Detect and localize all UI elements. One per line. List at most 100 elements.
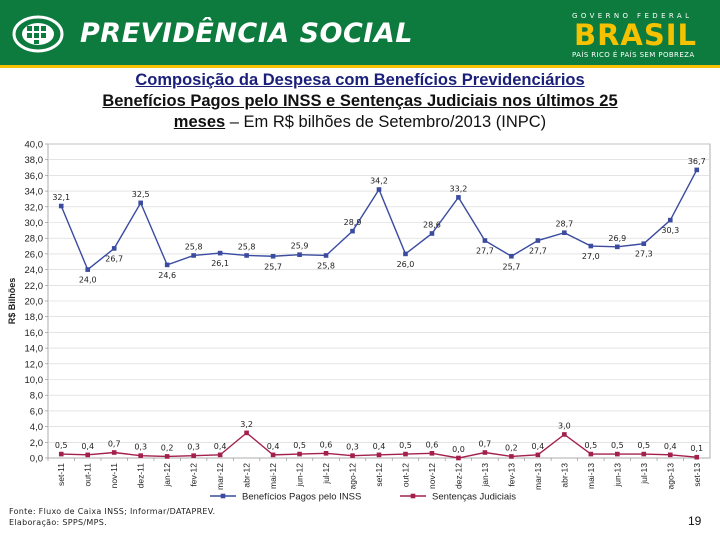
y-tick-label: 14,0 [25,344,44,355]
point-sentencas [429,450,435,456]
y-tick-label: 8,0 [30,391,43,402]
point-sentencas [403,451,408,457]
y-tick-label: 22,0 [25,281,44,292]
point-inss [456,195,461,200]
point-sentencas [244,430,249,436]
y-tick-label: 6,0 [30,406,43,417]
point-inss [164,262,170,268]
point-sentencas [297,451,302,457]
point-inss [191,253,196,258]
x-tick-label: out-12 [400,463,410,487]
point-sentencas [138,453,143,458]
point-inss [297,252,302,257]
x-tick-label: mai-13 [586,463,596,489]
y-tick-label: 0,0 [30,454,43,465]
x-tick-label: fev-12 [189,463,199,487]
legend-inss: Benefícios Pagos pelo INSS [210,492,361,503]
data-label-inss: 25,9 [291,242,309,251]
legend-label: Benefícios Pagos pelo INSS [242,492,361,503]
footnote: Fonte: Fluxo de Caixa INSS; Informar/DAT… [9,506,215,528]
data-label-sentencas: 0,2 [161,443,174,452]
data-label-inss: 34,2 [370,177,388,186]
data-label-sentencas: 0,4 [664,442,677,451]
x-tick-label: ago-13 [665,463,675,490]
y-tick-label: 10,0 [25,375,44,386]
point-sentencas [641,451,647,457]
data-label-sentencas: 0,5 [399,441,412,450]
point-inss [667,217,673,223]
brand-title: PREVIDÊNCIA SOCIAL [80,18,413,49]
data-label-inss: 26,9 [608,234,626,243]
data-label-sentencas: 3,2 [240,420,253,429]
point-sentencas [191,453,196,458]
footnote-prepared: Elaboração: SPPS/MPS. [9,518,107,527]
point-inss [58,203,64,209]
point-inss [588,243,594,249]
point-sentencas [217,452,223,458]
x-tick-label: jul-12 [321,463,331,485]
data-label-sentencas: 0,4 [267,442,280,451]
point-sentencas [456,455,461,461]
x-tick-label: abr-12 [242,463,252,488]
x-tick-label: dez-11 [136,463,146,489]
x-tick-label: jun-13 [612,463,622,488]
x-tick-label: set-11 [56,463,66,486]
point-sentencas [164,454,170,459]
data-label-sentencas: 0,5 [293,441,306,450]
point-inss [403,251,408,257]
data-label-sentencas: 0,7 [479,440,492,449]
data-label-inss: 28,7 [555,220,573,229]
previdencia-logo-icon [12,15,64,53]
point-inss [482,238,488,243]
y-tick-label: 30,0 [25,218,44,229]
page-number: 19 [688,514,702,528]
x-tick-label: mar-12 [215,463,225,490]
x-tick-label: jan-12 [162,463,172,488]
x-tick-label: jan-13 [480,463,490,488]
title-line-3-rest: – Em R$ bilhões de Setembro/2013 (INPC) [225,113,547,131]
point-inss [641,241,647,246]
title-line-1: Composição da Despesa com Benefícios Pre… [135,71,585,89]
x-tick-label: set-12 [374,463,384,487]
point-inss [376,187,382,192]
data-label-inss: 27,7 [476,247,494,256]
legend-sentencas: Sentenças Judiciais [400,492,516,503]
title-line-3: meses – Em R$ bilhões de Setembro/2013 (… [0,112,720,133]
x-tick-label: jul-13 [639,463,649,485]
data-label-sentencas: 0,3 [187,443,200,452]
point-inss [429,231,435,236]
point-sentencas [111,450,117,455]
point-inss [350,228,355,234]
y-tick-label: 24,0 [25,265,44,276]
data-label-sentencas: 0,3 [134,443,147,452]
y-tick-label: 36,0 [25,171,44,182]
data-label-inss: 25,8 [185,242,203,251]
point-inss [323,253,329,258]
x-tick-label: jun-12 [295,463,305,488]
brasil-logo-text: BRASIL [574,18,698,52]
data-label-sentencas: 0,1 [690,444,703,453]
header-banner: PREVIDÊNCIA SOCIAL GOVERNO FEDERAL BRASI… [0,0,720,68]
y-tick-label: 2,0 [30,438,43,449]
data-label-inss: 25,7 [264,262,282,271]
data-label-sentencas: 0,7 [108,440,121,449]
point-sentencas [58,451,64,457]
data-label-inss: 28,9 [344,218,362,227]
line-chart: 0,0 2,0 4,0 6,0 8,0 10,0 12,0 14,0 16,0 18,0 20,0 2… [7,140,711,503]
data-label-sentencas: 0,6 [320,440,333,449]
point-inss [270,253,276,259]
point-sentencas [562,432,567,437]
y-tick-label: 28,0 [25,234,44,245]
legend-label: Sentenças Judiciais [432,492,516,503]
data-label-sentencas: 0,4 [214,442,227,451]
data-label-inss: 24,0 [79,276,97,285]
data-label-inss: 24,6 [158,271,176,280]
data-label-sentencas: 0,6 [426,440,439,449]
x-tick-label: mar-13 [533,463,543,490]
data-label-inss: 26,7 [105,254,123,263]
data-label-inss: 28,6 [423,220,441,229]
point-sentencas [667,452,673,458]
data-label-sentencas: 0,5 [611,441,624,450]
data-label-inss: 25,7 [502,262,520,271]
y-tick-label: 12,0 [25,359,44,370]
